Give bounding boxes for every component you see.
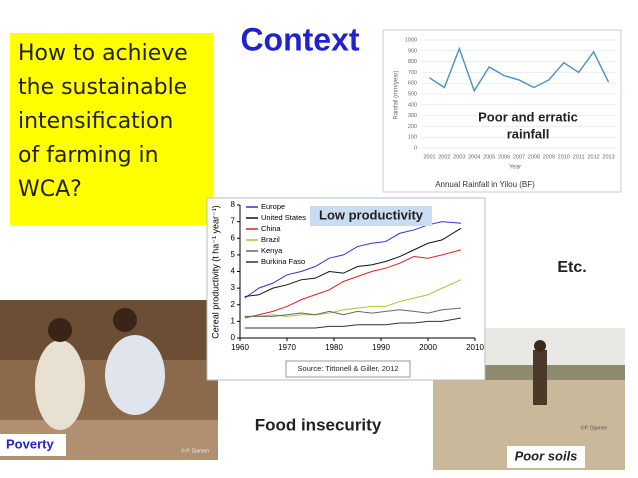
- x-tick-label: 2009: [543, 154, 555, 160]
- rainfall-chart-frame: [382, 29, 622, 193]
- y-tick-label: 5: [231, 250, 236, 259]
- question: How to achieve the sustainable intensifi…: [18, 41, 188, 202]
- data-line: [244, 317, 461, 329]
- y-tick-label: 500: [408, 91, 417, 97]
- source-box: [285, 360, 411, 378]
- y-tick-label: 7: [231, 217, 236, 226]
- x-tick-label: 2008: [528, 154, 540, 160]
- y-tick-label: 100: [408, 135, 417, 141]
- source: Source: Tittonell & Giller, 2012: [298, 364, 399, 373]
- data-line: [244, 307, 461, 317]
- chart-note-box: [310, 206, 432, 226]
- y-tick-label: 6: [231, 233, 236, 242]
- data-line: [244, 221, 461, 299]
- y-tick-label: 0: [231, 333, 236, 342]
- productivity-chart: 1960 1970 1980 1990 2000 2010 0 1 2 3 4 5 6 7 8 Europe U…: [231, 200, 485, 352]
- photo-farmers: [0, 300, 218, 460]
- legend-label: United States: [261, 213, 306, 222]
- photo-credit: © P. Djamen: [181, 447, 209, 454]
- y-tick-label: 1000: [405, 37, 417, 43]
- x-tick-label: 2004: [468, 154, 480, 160]
- legend-label: Burkina Faso: [261, 257, 305, 266]
- y-tick-label: 0: [414, 145, 417, 151]
- y-axis-label: Rainfall (mm/year): [394, 70, 400, 119]
- chart-note: Low productivity: [319, 207, 424, 222]
- legend-label: Europe: [261, 202, 285, 211]
- question-line: intensification: [18, 109, 173, 134]
- x-axis-label: Year: [509, 165, 521, 171]
- legend-label: Brazil: [261, 235, 280, 244]
- y-tick-label: 900: [408, 48, 417, 54]
- label-box: [0, 434, 66, 456]
- label-box: [507, 446, 585, 468]
- chart-caption: Annual Rainfall in Yilou (BF): [435, 180, 535, 189]
- x-tick-label: 1990: [372, 343, 390, 352]
- question-line: How to achieve: [18, 41, 188, 66]
- x-tick-label: 2003: [453, 154, 465, 160]
- x-tick-label: 2011: [573, 154, 585, 160]
- x-tick-label: 1980: [325, 343, 343, 352]
- data-line: [244, 249, 462, 319]
- label: Poverty: [6, 436, 54, 451]
- x-tick-label: 2000: [419, 343, 437, 352]
- y-tick-label: 2: [231, 300, 236, 309]
- x-tick-label: 2001: [423, 154, 435, 160]
- label: Etc.: [557, 259, 586, 276]
- y-tick-label: 800: [408, 59, 417, 65]
- x-tick-label: 2007: [513, 154, 525, 160]
- y-tick-label: 8: [231, 200, 236, 209]
- slide-title: Context: [240, 21, 359, 57]
- x-tick-label: 1960: [231, 343, 249, 352]
- y-tick-label: 4: [231, 267, 236, 276]
- question-line: of farming in: [18, 143, 159, 168]
- x-tick-label: 2002: [438, 154, 450, 160]
- question-line: WCA?: [18, 177, 82, 202]
- x-tick-label: 1970: [278, 343, 296, 352]
- x-tick-label: 2010: [466, 343, 484, 352]
- legend-label: Kenya: [261, 246, 283, 255]
- x-tick-label: 2006: [498, 154, 510, 160]
- photo-credit: ©P. Djamen: [581, 424, 608, 431]
- x-tick-label: 2012: [587, 154, 599, 160]
- y-tick-label: 200: [408, 124, 417, 130]
- data-line: [244, 227, 462, 297]
- legend-label: China: [261, 224, 281, 233]
- y-tick-label: 400: [408, 102, 417, 108]
- x-tick-label: 2013: [602, 154, 614, 160]
- y-tick-label: 700: [408, 70, 417, 76]
- label: Poor soils: [515, 448, 578, 463]
- x-tick-label: 2010: [558, 154, 570, 160]
- y-tick-label: 600: [408, 81, 417, 87]
- label: Food insecurity: [255, 415, 382, 434]
- y-tick-label: 1: [231, 316, 236, 325]
- y-tick-label: 3: [231, 283, 236, 292]
- question-box: [10, 33, 213, 225]
- chart-note: Poor and erratic: [478, 109, 578, 124]
- question-line: the sustainable: [18, 75, 187, 100]
- data-line: [429, 46, 610, 93]
- chart-note: rainfall: [507, 126, 550, 141]
- x-tick-label: 2005: [483, 154, 495, 160]
- rainfall-chart: 0 100 200 300 400 500 600 700 800 900 1000 2001 2002…: [405, 37, 616, 160]
- y-tick-label: 300: [408, 113, 417, 119]
- y-axis-label: Cereal productivity (t ha⁻¹ year⁻¹): [210, 205, 220, 339]
